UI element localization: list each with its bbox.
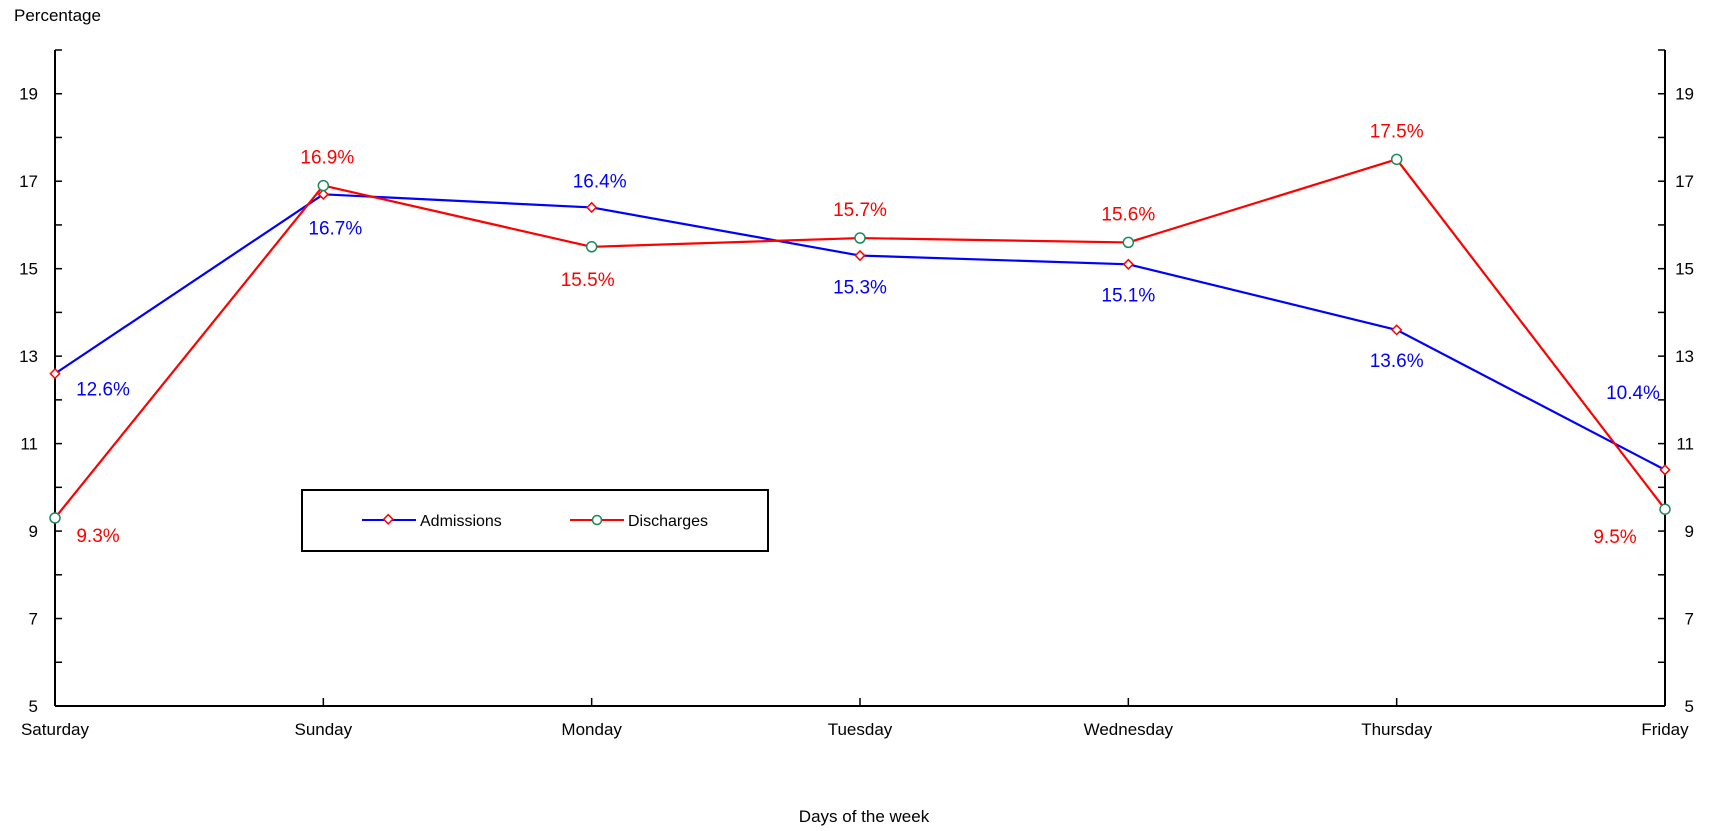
x-tick-label: Thursday (1361, 720, 1432, 739)
x-tick-label: Wednesday (1084, 720, 1174, 739)
y-tick-label-left: 9 (29, 522, 38, 541)
admissions-point (1391, 324, 1403, 336)
discharges-data-label: 17.5% (1370, 121, 1424, 142)
discharges-data-label: 9.5% (1593, 527, 1636, 548)
y-tick-label-left: 17 (19, 172, 38, 191)
discharges-data-label: 15.6% (1101, 204, 1155, 225)
legend: Admissions Discharges (301, 489, 769, 552)
discharges-point (1659, 503, 1671, 515)
y-tick-label-left: 13 (19, 347, 38, 366)
admissions-point (317, 188, 329, 200)
y-tick-label-right: 9 (1685, 522, 1694, 541)
admissions-data-label: 16.7% (308, 218, 362, 239)
data-labels: 12.6% 16.7% 16.4% 15.3% 15.1% 13.6% 10.4% 9.3% 1… (76, 121, 1660, 548)
y-tick-label-left: 5 (29, 697, 38, 716)
admissions-data-label: 12.6% (76, 380, 130, 401)
y-tick-label-right: 5 (1685, 697, 1694, 716)
x-tick-label: Friday (1641, 720, 1689, 739)
y-tick-label-right: 11 (1676, 435, 1694, 454)
y-tick-label-left: 15 (19, 260, 38, 279)
x-tick-label: Tuesday (828, 720, 893, 739)
admissions-data-label: 15.1% (1101, 285, 1155, 306)
x-tick-label: Saturday (21, 720, 90, 739)
discharges-point (585, 241, 598, 253)
x-axis-label: Days of the week (799, 807, 930, 826)
series-markers (49, 153, 1671, 524)
discharges-data-label: 16.9% (300, 148, 354, 169)
legend-admissions-label: Admissions (420, 513, 502, 530)
admissions-point (49, 367, 61, 380)
legend-admissions-marker (382, 513, 394, 525)
ticks: 5 5 7 7 9 9 11 11 13 13 15 15 17 17 19 19 Saturday Sunday… (19, 49, 1694, 739)
admissions-data-label: 15.3% (833, 278, 887, 299)
axes (54, 50, 1666, 707)
y-tick-label-right: 13 (1675, 347, 1694, 366)
y-tick-label-left: 11 (20, 435, 38, 454)
y-tick-label-right: 15 (1675, 260, 1694, 279)
discharges-point (1390, 153, 1403, 166)
discharges-point (854, 232, 866, 244)
legend-discharges-label: Discharges (628, 513, 708, 530)
admissions-point (1659, 464, 1671, 476)
y-tick-label-left: 19 (19, 85, 38, 104)
admissions-data-label: 10.4% (1606, 383, 1660, 404)
admissions-point (854, 249, 866, 262)
y-tick-label-right: 17 (1675, 172, 1694, 191)
admissions-data-label: 16.4% (573, 171, 627, 192)
y-tick-label-left: 7 (29, 610, 38, 629)
admissions-point (586, 201, 598, 214)
discharges-data-label: 9.3% (76, 526, 119, 547)
x-tick-label: Sunday (294, 720, 352, 739)
y-tick-label-right: 19 (1675, 85, 1694, 104)
discharges-data-label: 15.7% (833, 200, 887, 221)
admissions-point (1122, 258, 1134, 270)
y-axis-label: Percentage (14, 6, 101, 25)
legend-discharges-marker (591, 514, 603, 526)
x-tick-label: Monday (561, 720, 622, 739)
discharges-point (1122, 236, 1135, 249)
discharges-point (49, 512, 61, 524)
y-tick-label-right: 7 (1685, 610, 1694, 629)
discharges-point (317, 179, 330, 192)
discharges-data-label: 15.5% (561, 270, 615, 291)
admissions-data-label: 13.6% (1370, 351, 1424, 372)
